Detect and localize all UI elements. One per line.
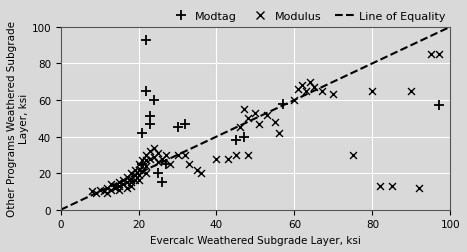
Point <box>142 89 150 93</box>
Point <box>139 131 146 135</box>
Point <box>158 157 166 161</box>
Point <box>318 89 325 93</box>
Point <box>119 179 127 183</box>
Point <box>123 186 131 190</box>
Point <box>232 153 240 157</box>
Point <box>185 162 193 166</box>
Point <box>150 155 158 159</box>
Point <box>150 99 158 103</box>
Point <box>92 192 99 196</box>
Point <box>115 184 123 188</box>
Point <box>154 161 162 165</box>
Point <box>330 93 337 97</box>
Point <box>162 153 170 157</box>
Point <box>131 173 138 177</box>
Point <box>302 89 310 93</box>
Point <box>142 159 150 163</box>
Point <box>275 131 283 135</box>
Point <box>135 179 142 183</box>
Point <box>162 162 170 166</box>
Point <box>127 177 134 181</box>
Point <box>271 120 279 124</box>
Point <box>104 192 111 196</box>
Point <box>150 146 158 150</box>
Point <box>96 188 103 192</box>
Point <box>244 117 251 121</box>
Point <box>182 153 189 157</box>
Point <box>147 150 154 154</box>
Point <box>236 126 244 130</box>
Point <box>154 171 162 175</box>
Point <box>147 115 154 119</box>
Point <box>213 157 220 161</box>
Point <box>88 190 96 194</box>
Point <box>408 89 415 93</box>
Point <box>435 104 442 108</box>
Point <box>182 122 189 126</box>
Point <box>225 157 232 161</box>
Point <box>368 89 376 93</box>
Point <box>415 186 423 190</box>
Point <box>142 153 150 157</box>
Point <box>435 53 442 57</box>
Point <box>427 53 434 57</box>
Point <box>244 153 251 157</box>
Y-axis label: Other Programs Weathered Subgrade
Layer, ksi: Other Programs Weathered Subgrade Layer,… <box>7 21 28 216</box>
Point <box>197 171 205 175</box>
Point <box>115 181 123 185</box>
Point <box>139 170 146 174</box>
Point <box>112 184 119 188</box>
Point <box>139 159 146 163</box>
Point <box>193 168 201 172</box>
Point <box>295 88 302 92</box>
Point <box>290 99 298 103</box>
Point <box>135 162 142 166</box>
Point <box>107 188 115 192</box>
Point <box>255 122 263 126</box>
Point <box>142 164 150 168</box>
Point <box>147 122 154 126</box>
Point <box>127 171 134 175</box>
Point <box>135 173 142 177</box>
Point <box>154 151 162 155</box>
Point <box>310 86 318 90</box>
Point <box>119 182 127 186</box>
Point <box>123 175 131 179</box>
Point <box>139 162 146 166</box>
Point <box>104 186 111 190</box>
Point <box>123 181 131 185</box>
Point <box>112 186 119 190</box>
Point <box>376 184 384 188</box>
Legend: Modtag, Modulus, Line of Equality: Modtag, Modulus, Line of Equality <box>166 7 450 26</box>
Point <box>306 80 314 84</box>
Point <box>127 184 134 188</box>
Point <box>349 153 357 157</box>
Point <box>279 102 286 106</box>
Point <box>127 181 134 185</box>
Point <box>174 153 181 157</box>
Point <box>115 188 123 192</box>
Point <box>131 168 138 172</box>
Point <box>158 181 166 185</box>
Point <box>147 157 154 161</box>
Point <box>252 111 259 115</box>
Point <box>142 171 150 175</box>
Point <box>107 182 115 186</box>
Point <box>100 190 107 194</box>
Point <box>174 126 181 130</box>
Point <box>388 184 396 188</box>
Point <box>139 164 146 168</box>
Point <box>232 139 240 143</box>
Point <box>166 162 173 166</box>
Point <box>298 84 306 88</box>
Point <box>240 135 248 139</box>
Point <box>142 38 150 42</box>
Point <box>135 168 142 172</box>
Point <box>263 113 271 117</box>
Point <box>240 108 248 112</box>
X-axis label: Evercalc Weathered Subgrade Layer, ksi: Evercalc Weathered Subgrade Layer, ksi <box>150 235 361 245</box>
Point <box>131 179 138 183</box>
